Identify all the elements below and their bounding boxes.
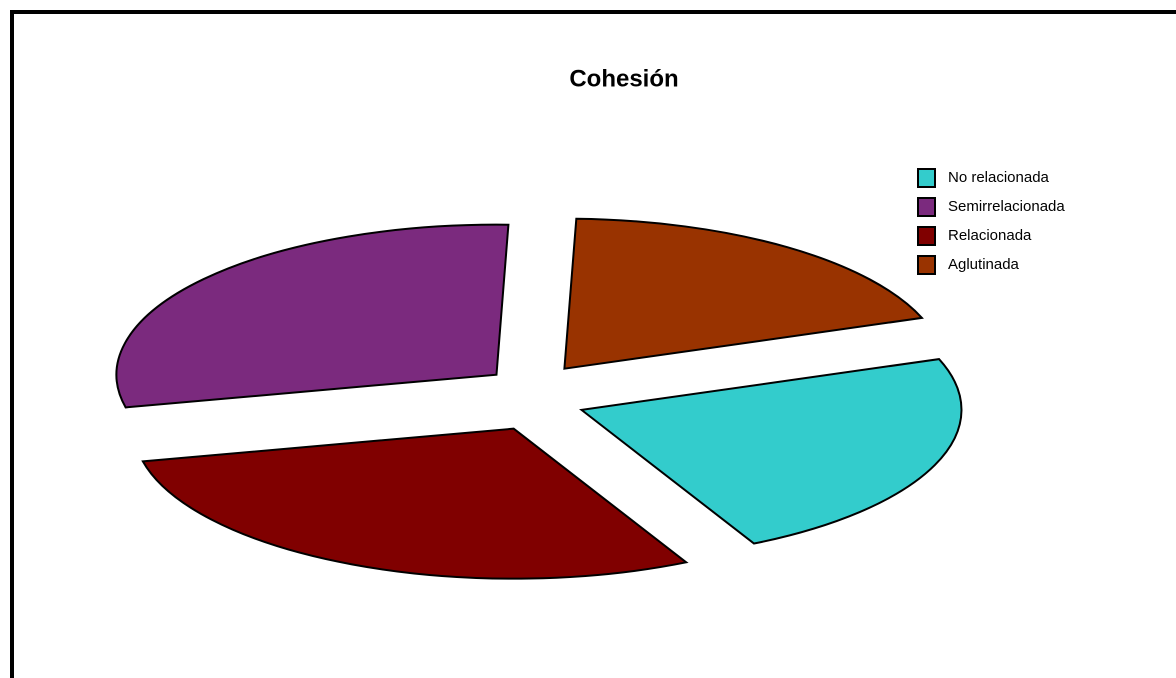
chart-title: Cohesión [569, 65, 678, 92]
legend-label: Semirrelacionada [948, 198, 1065, 215]
pie-slice [563, 217, 924, 370]
legend-swatch [917, 226, 936, 246]
pie-slice [115, 223, 510, 409]
legend-label: Aglutinada [948, 256, 1020, 273]
legend-label: No relacionada [948, 169, 1050, 186]
legend-label: Relacionada [948, 227, 1032, 244]
legend-swatch [917, 168, 936, 188]
legend-swatch [917, 197, 936, 217]
legend-swatch [917, 255, 936, 275]
pie-slice [579, 358, 963, 545]
pie-slice [141, 427, 689, 580]
